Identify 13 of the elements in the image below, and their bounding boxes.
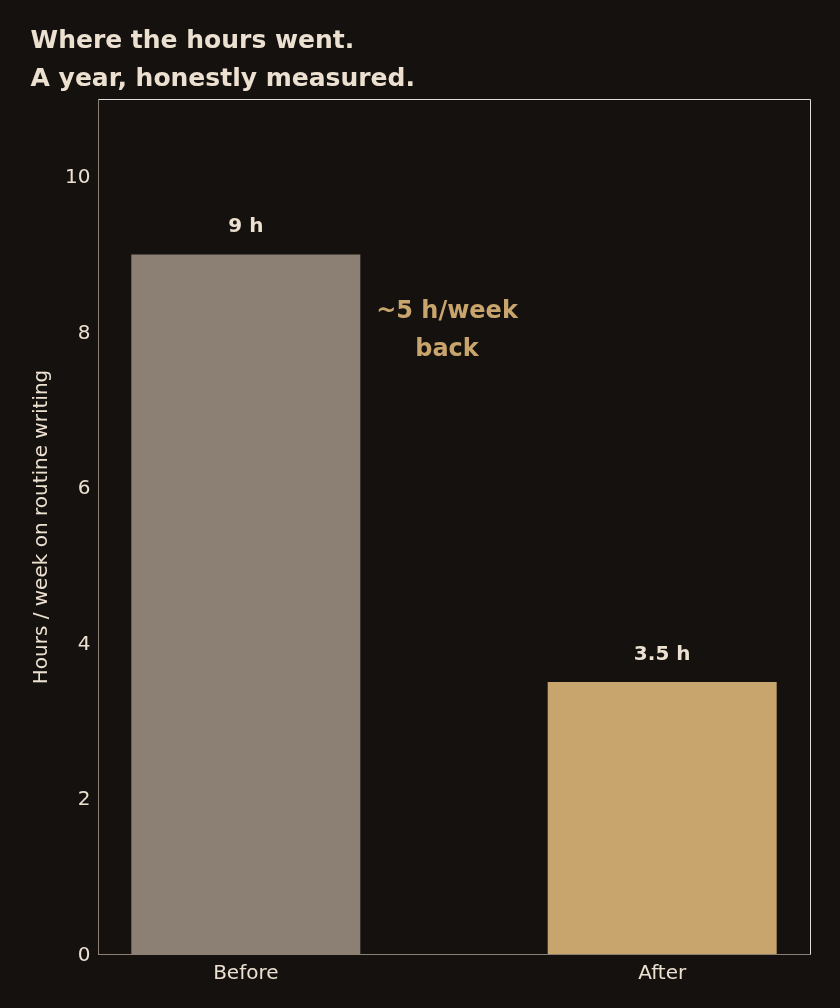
y-tick-label: 10 [65, 164, 91, 189]
chart-title: Where the hours went. A year, honestly measured. [30, 25, 415, 92]
annotation: ~5 h/week back [376, 296, 519, 362]
y-tick-label: 4 [77, 630, 91, 655]
y-tick-label: 6 [77, 475, 91, 500]
data-label: 3.5 h [633, 640, 691, 665]
y-tick-label: 2 [77, 786, 91, 811]
data-label: 9 h [228, 213, 264, 238]
x-tick-label: Before [213, 959, 279, 984]
y-axis-title: Hours / week on routine writing [28, 369, 53, 685]
y-tick-label: 8 [77, 319, 91, 344]
y-tick-label: 0 [77, 941, 91, 966]
x-tick-label: After [638, 959, 687, 984]
